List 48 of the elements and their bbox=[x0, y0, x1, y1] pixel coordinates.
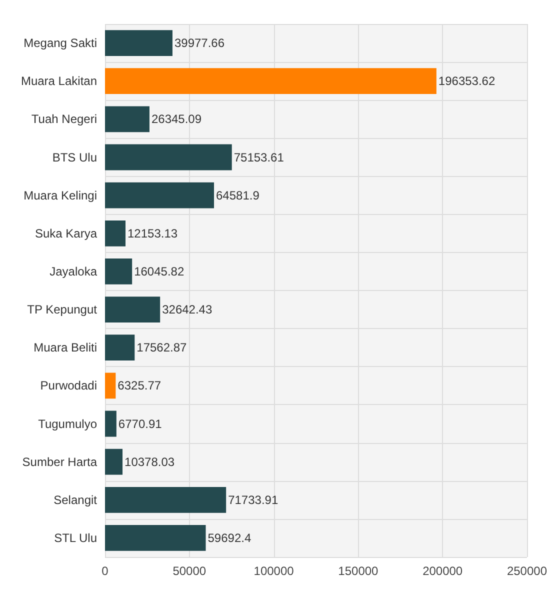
data-label: 12153.13 bbox=[128, 226, 178, 240]
data-label: 32642.43 bbox=[162, 302, 212, 317]
x-tick-label: 250000 bbox=[506, 564, 548, 578]
y-tick-label: Jayaloka bbox=[50, 264, 98, 278]
data-label: 6770.91 bbox=[118, 416, 162, 431]
bar bbox=[105, 68, 436, 94]
y-tick-label: STL Ulu bbox=[54, 530, 97, 545]
data-label: 64581.9 bbox=[216, 188, 260, 202]
data-label: 71733.91 bbox=[228, 492, 278, 507]
bar bbox=[105, 448, 123, 475]
x-tick-label: 50000 bbox=[172, 564, 206, 578]
y-tick-label: TP Kepungut bbox=[27, 302, 98, 317]
bar bbox=[105, 525, 206, 551]
data-label: 10378.03 bbox=[124, 454, 175, 469]
bar bbox=[105, 486, 226, 513]
y-tick-label: Selangit bbox=[54, 492, 98, 507]
data-label: 196353.62 bbox=[438, 74, 496, 88]
bar bbox=[105, 372, 116, 399]
data-label: 39977.66 bbox=[174, 36, 225, 50]
data-label: 16045.82 bbox=[134, 264, 184, 278]
x-tick-label: 0 bbox=[102, 564, 109, 578]
bar bbox=[105, 30, 172, 56]
data-label: 6325.77 bbox=[118, 378, 162, 393]
x-tick-label: 150000 bbox=[338, 564, 379, 578]
y-tick-label: Muara Lakitan bbox=[20, 74, 97, 88]
bar bbox=[105, 410, 116, 437]
y-tick-label: Purwodadi bbox=[40, 378, 97, 393]
y-tick-label: Megang Sakti bbox=[24, 36, 97, 50]
bar bbox=[105, 334, 135, 361]
y-tick-label: Muara Kelingi bbox=[24, 188, 97, 202]
data-label: 26345.09 bbox=[151, 112, 202, 126]
data-label: 75153.61 bbox=[234, 150, 284, 164]
y-tick-label: Sumber Harta bbox=[22, 454, 98, 469]
y-tick-label: Muara Beliti bbox=[34, 340, 97, 355]
y-tick-label: BTS Ulu bbox=[52, 150, 97, 164]
data-label: 17562.87 bbox=[136, 340, 188, 355]
bar bbox=[105, 296, 160, 322]
y-tick-label: Tuah Negeri bbox=[31, 112, 97, 126]
y-tick-label: Tugumulyo bbox=[38, 416, 98, 431]
bar bbox=[105, 258, 132, 284]
bar bbox=[105, 220, 126, 246]
data-label: 59692.4 bbox=[208, 530, 252, 545]
bar bbox=[105, 182, 214, 208]
bar bbox=[105, 106, 150, 132]
y-tick-label: Suka Karya bbox=[34, 226, 98, 240]
x-tick-label: 200000 bbox=[422, 564, 463, 578]
x-tick-label: 100000 bbox=[254, 564, 294, 578]
bar bbox=[105, 144, 232, 170]
